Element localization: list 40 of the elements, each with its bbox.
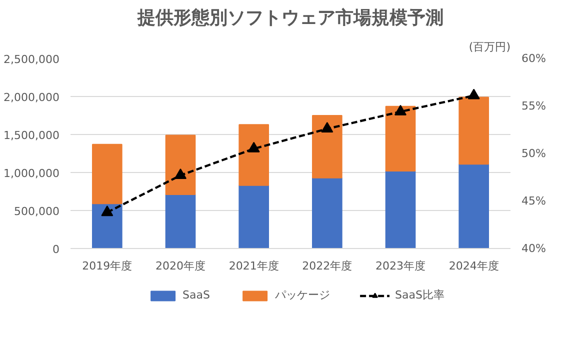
legend-label: SaaS	[182, 288, 210, 302]
x-tick-label: 2019年度	[82, 260, 132, 272]
bar	[458, 96, 489, 165]
y-tick-label: 1,000,000	[4, 167, 60, 180]
y-tick-label: 0	[52, 243, 60, 256]
bar	[312, 115, 342, 178]
legend-label: SaaS比率	[395, 288, 444, 302]
y-tick-label: 500,000	[14, 205, 60, 218]
bar	[458, 164, 489, 248]
bar	[92, 144, 122, 204]
chart-title: 提供形態別ソフトウェア市場規模予測	[136, 8, 444, 28]
y2-tick-label: 45%	[522, 194, 546, 208]
point	[468, 88, 480, 100]
x-tick-label: 2023年度	[376, 260, 426, 272]
legend-label: パッケージ	[275, 288, 330, 302]
point	[174, 168, 186, 180]
y2-tick-label: 40%	[522, 242, 546, 255]
bar	[385, 106, 416, 172]
x-tick-label: 2024年度	[448, 260, 499, 272]
point	[101, 206, 114, 216]
x-tick-label: 2020年度	[156, 260, 206, 272]
y2-tick-label: 60%	[522, 52, 546, 65]
chart-subtitle: (百万円)	[468, 40, 511, 54]
y-tick-label: 2,500,000	[4, 53, 60, 66]
bar	[238, 124, 269, 186]
y-tick-label: 1,500,000	[4, 129, 60, 142]
x-tick-label: 2021年度	[228, 260, 279, 272]
bar	[92, 203, 122, 248]
x-tick-label: 2022年度	[302, 260, 352, 272]
bar	[238, 184, 269, 248]
bar	[165, 134, 196, 196]
point	[248, 142, 260, 152]
bar	[165, 194, 196, 248]
bar	[385, 170, 416, 248]
y2-tick-label: 50%	[522, 147, 546, 160]
point	[394, 104, 406, 116]
point	[321, 122, 334, 132]
y2-tick-label: 55%	[522, 100, 546, 112]
y-tick-label: 2,000,000	[4, 91, 60, 104]
bar	[312, 177, 342, 248]
